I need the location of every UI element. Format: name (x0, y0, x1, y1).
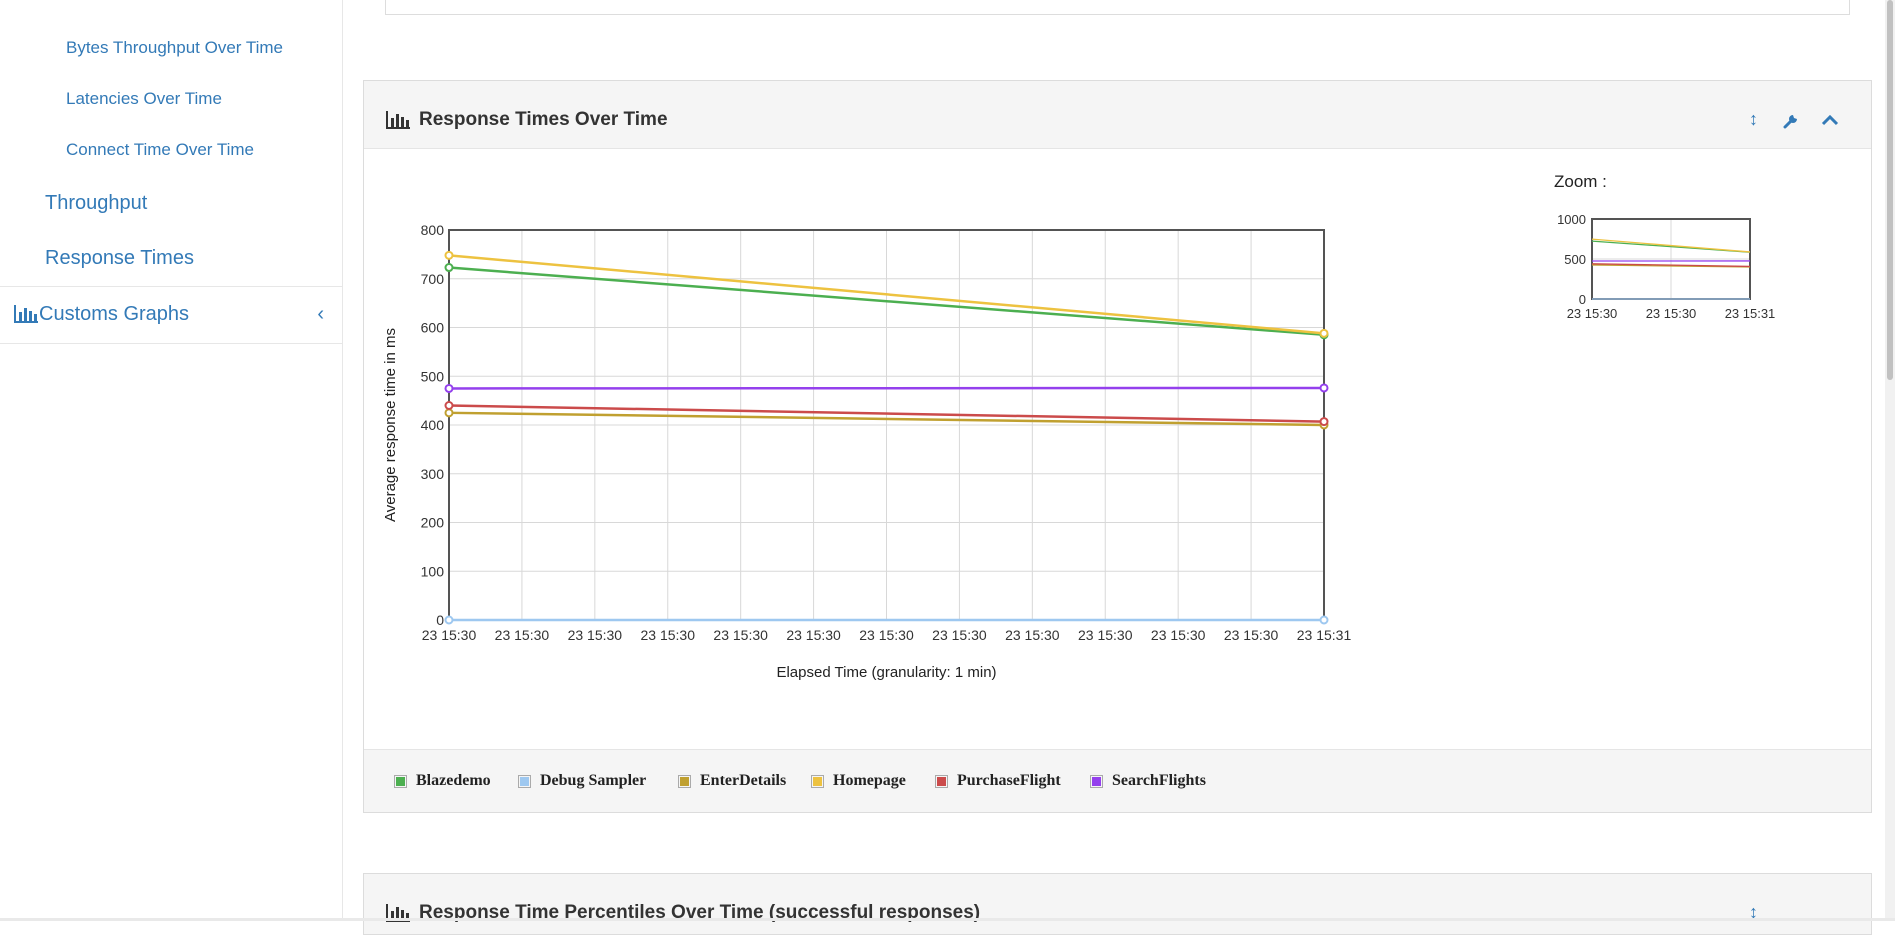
x-tick-label: 23 15:30 (495, 627, 550, 643)
x-tick-label: 23 15:30 (1005, 627, 1060, 643)
x-tick-label: 23 15:30 (568, 627, 623, 643)
y-tick-label: 0 (436, 612, 444, 628)
x-tick-label: 23 15:30 (713, 627, 768, 643)
y-axis-label: Average response time in ms (382, 328, 399, 522)
data-point-homepage (1321, 330, 1328, 337)
y-tick-label: 500 (421, 368, 445, 384)
y-tick-label: 700 (421, 271, 445, 287)
x-tick-label: 23 15:30 (1078, 627, 1133, 643)
x-axis-label: Elapsed Time (granularity: 1 min) (776, 664, 996, 681)
bar-chart-icon (14, 305, 38, 323)
panel-title: Response Times Over Time (419, 109, 668, 131)
y-tick-label: 600 (421, 320, 445, 336)
panel-header: Response Times Over Time ↕ (364, 81, 1871, 149)
x-tick-label: 23 15:30 (859, 627, 914, 643)
zoom-chart[interactable]: Zoom : 0 500 1000 23 15:30 23 15:30 23 15:31 (1554, 166, 1854, 376)
sidebar-item-latencies[interactable]: Latencies Over Time (66, 89, 222, 109)
zoom-y-tick-label: 0 (1579, 292, 1586, 307)
data-point-debug-sampler (1321, 617, 1328, 624)
bar-chart-icon (386, 111, 410, 129)
main-content: Response Times Over Time ↕ 0 100 200 300 400… (343, 0, 1895, 921)
data-point-blazedemo (446, 264, 453, 271)
sidebar-item-response-times[interactable]: Response Times (45, 247, 194, 270)
sidebar-item-label: Customs Graphs (39, 303, 189, 326)
x-tick-label: 23 15:31 (1297, 627, 1352, 643)
y-tick-label: 300 (421, 466, 445, 482)
previous-panel (385, 0, 1850, 15)
x-tick-label: 23 15:30 (422, 627, 477, 643)
percentiles-panel: Response Time Percentiles Over Time (suc… (363, 873, 1872, 935)
data-point-searchflights (1321, 384, 1328, 391)
x-tick-label: 23 15:30 (1151, 627, 1206, 643)
legend-item-enterdetails[interactable]: EnterDetails (678, 772, 786, 790)
expand-icon[interactable]: ↕ (1749, 109, 1758, 130)
legend-item-debug-sampler[interactable]: Debug Sampler (518, 772, 646, 790)
scrollbar-thumb[interactable] (1887, 0, 1893, 380)
data-point-debug-sampler (446, 617, 453, 624)
chart-legend: Blazedemo Debug Sampler EnterDetails Hom… (364, 749, 1871, 812)
zoom-title: Zoom : (1554, 172, 1607, 191)
chevron-left-icon[interactable]: ‹ (317, 303, 324, 326)
zoom-y-tick-label: 1000 (1557, 212, 1586, 227)
x-tick-label: 23 15:30 (786, 627, 841, 643)
zoom-y-tick-label: 500 (1564, 252, 1586, 267)
legend-item-blazedemo[interactable]: Blazedemo (394, 772, 491, 790)
data-point-homepage (446, 252, 453, 259)
legend-item-searchflights[interactable]: SearchFlights (1090, 772, 1206, 790)
x-tick-label: 23 15:30 (1224, 627, 1279, 643)
y-tick-label: 100 (421, 563, 445, 579)
sidebar-item-connect-time[interactable]: Connect Time Over Time (66, 140, 254, 160)
sidebar: Bytes Throughput Over Time Latencies Ove… (0, 0, 343, 921)
data-point-enterdetails (446, 409, 453, 416)
legend-item-homepage[interactable]: Homepage (811, 772, 906, 790)
scrollbar[interactable] (1885, 0, 1895, 921)
response-times-panel: Response Times Over Time ↕ 0 100 200 300 400… (363, 80, 1872, 813)
y-tick-label: 400 (421, 417, 445, 433)
zoom-x-tick-label: 23 15:30 (1646, 306, 1697, 321)
legend-item-purchaseflight[interactable]: PurchaseFlight (935, 772, 1061, 790)
zoom-x-tick-label: 23 15:30 (1567, 306, 1618, 321)
sidebar-item-bytes-throughput[interactable]: Bytes Throughput Over Time (66, 38, 283, 58)
sidebar-item-throughput[interactable]: Throughput (45, 192, 147, 215)
x-tick-label: 23 15:30 (932, 627, 987, 643)
wrench-icon[interactable] (1783, 111, 1801, 129)
data-point-purchaseflight (446, 402, 453, 409)
data-point-purchaseflight (1321, 418, 1328, 425)
data-point-searchflights (446, 385, 453, 392)
sidebar-item-customs-graphs[interactable]: Customs Graphs ‹ (0, 286, 342, 344)
chevron-up-icon[interactable] (1821, 113, 1839, 127)
y-tick-label: 200 (421, 515, 445, 531)
y-tick-label: 800 (421, 222, 445, 238)
zoom-x-tick-label: 23 15:31 (1725, 306, 1776, 321)
x-tick-label: 23 15:30 (641, 627, 696, 643)
